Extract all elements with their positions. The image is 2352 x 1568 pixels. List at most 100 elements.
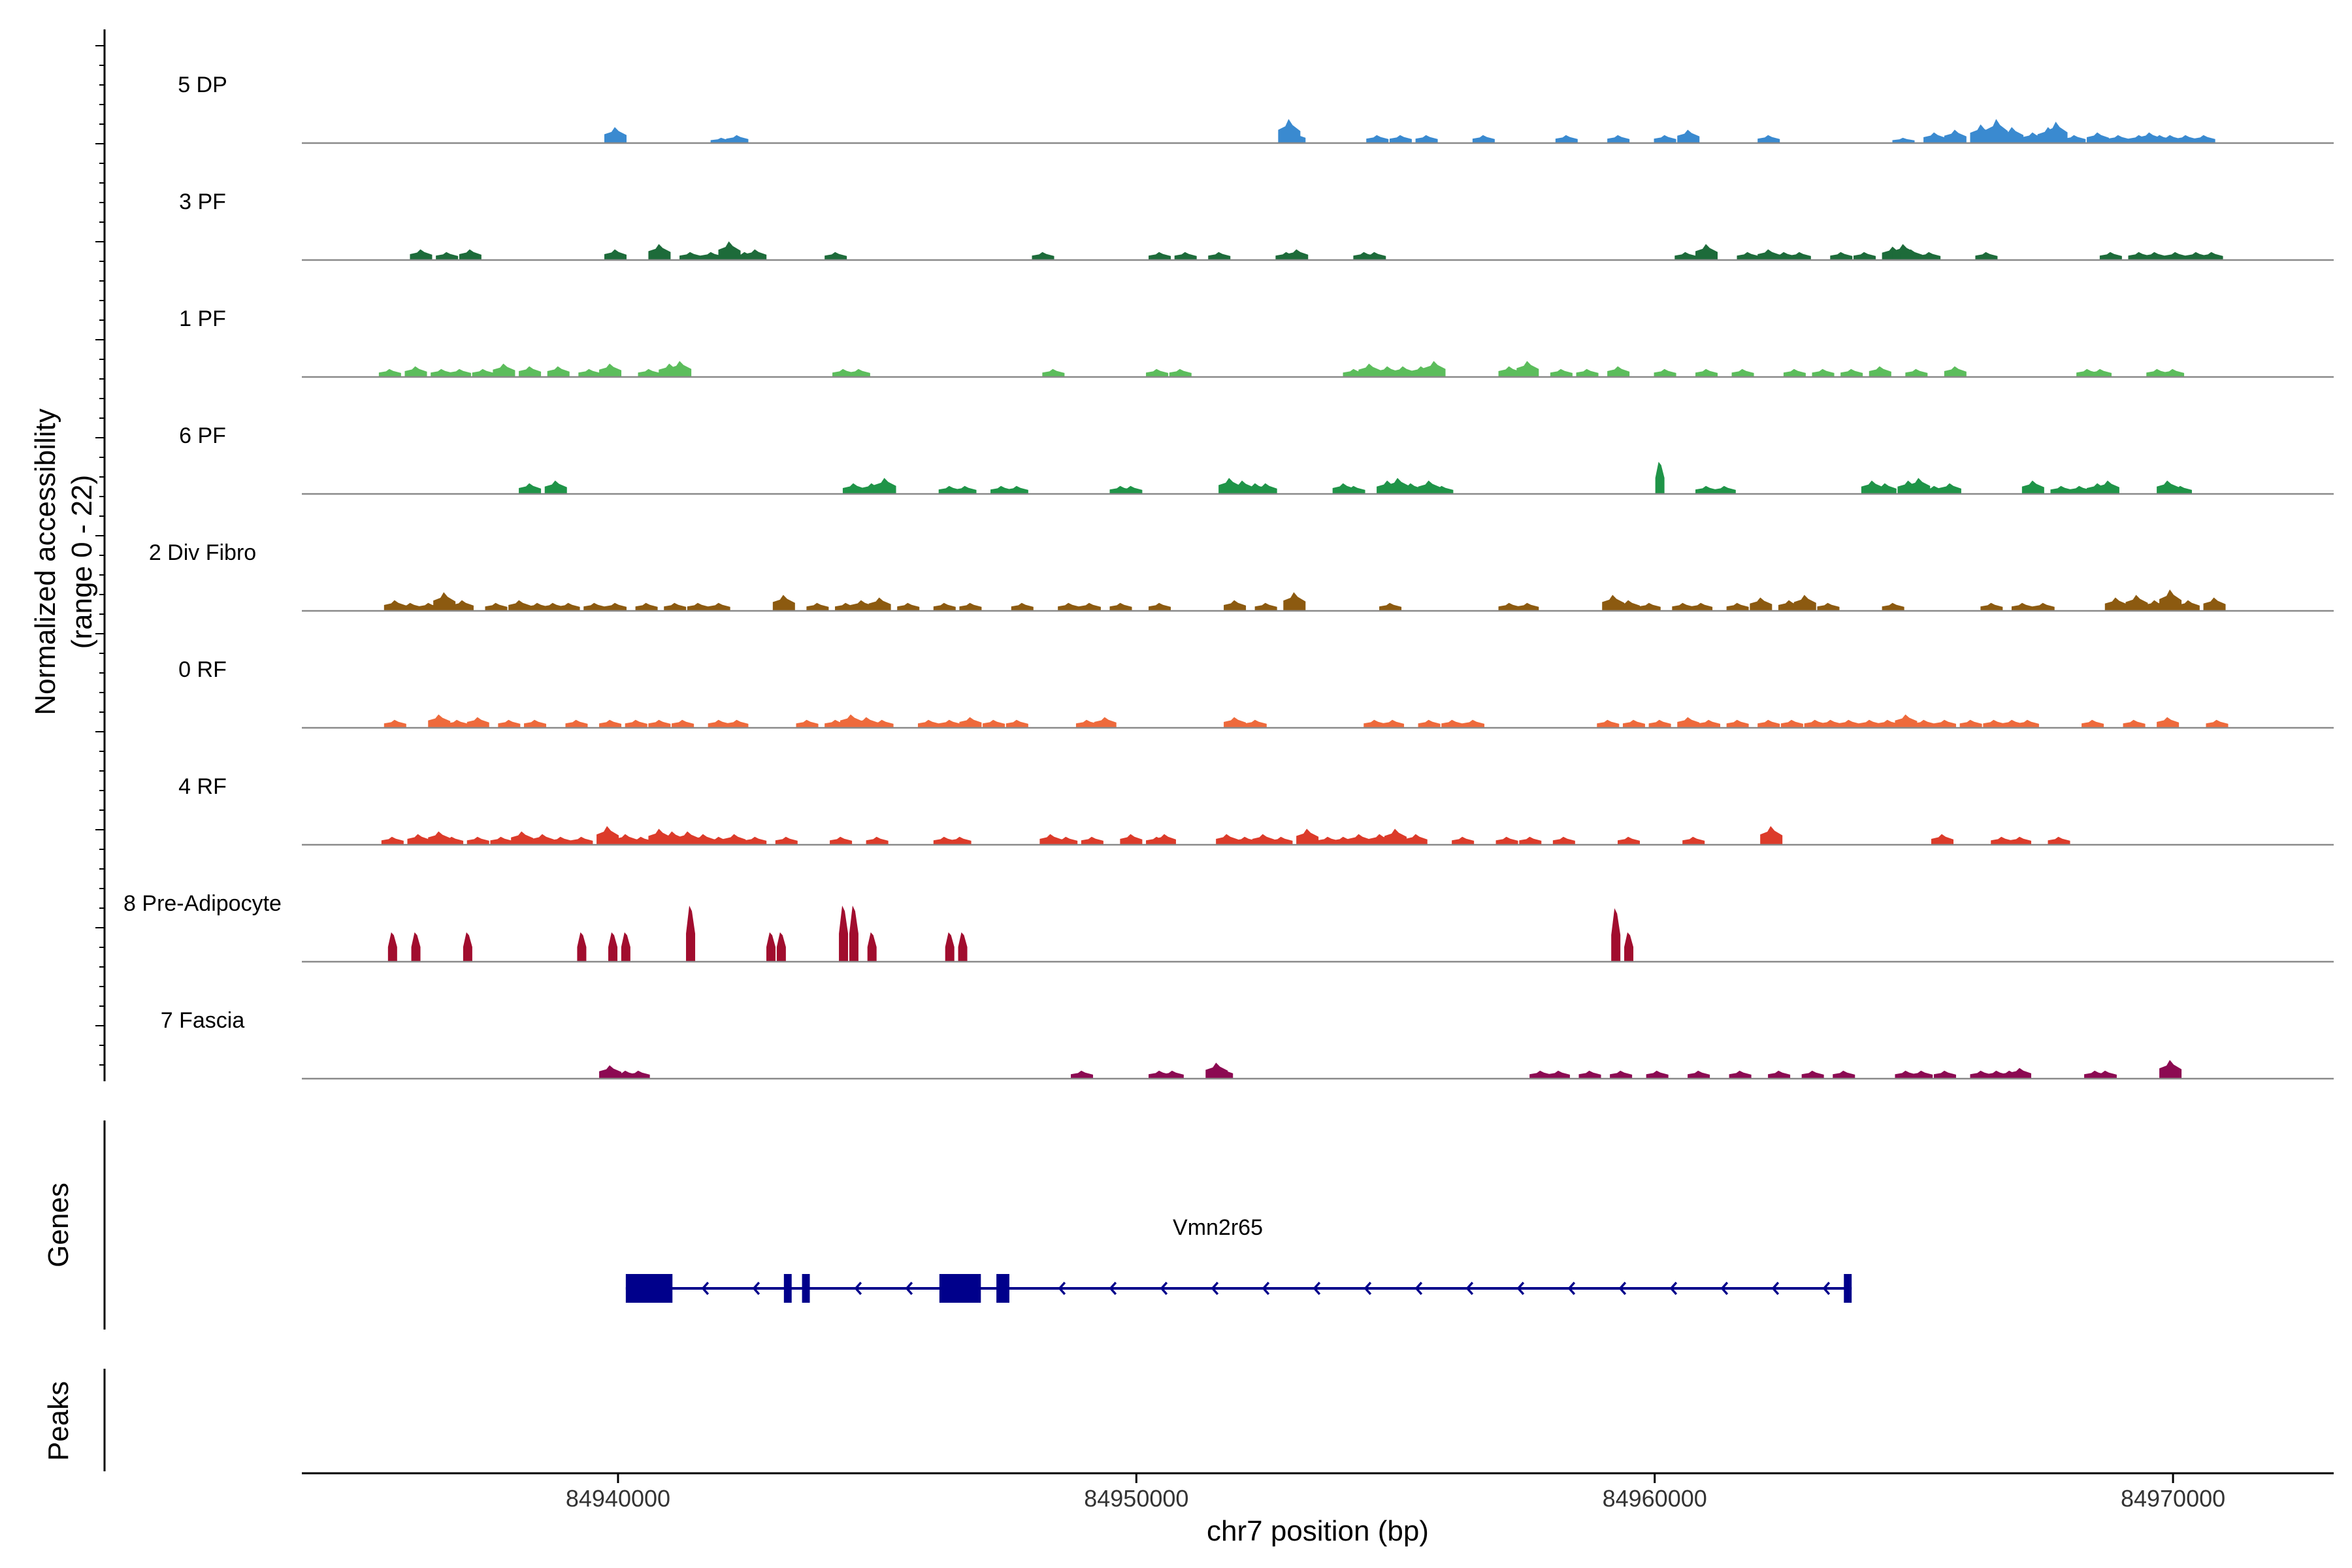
coverage-peak bbox=[596, 826, 619, 845]
coverage-peak bbox=[635, 602, 658, 611]
coverage-peak bbox=[2032, 602, 2055, 611]
strand-arrow bbox=[1414, 1281, 1423, 1296]
gene-exon bbox=[625, 1274, 673, 1303]
coverage-peak bbox=[933, 602, 956, 611]
track-1-pf: 1 PF bbox=[179, 306, 2334, 378]
genes-panel-title: Genes bbox=[42, 1183, 74, 1267]
coverage-peak bbox=[1286, 249, 1309, 260]
strand-arrow bbox=[905, 1281, 913, 1296]
coverage-peak bbox=[431, 368, 453, 377]
coverage-peak bbox=[1731, 368, 1754, 377]
coverage-peak bbox=[2174, 135, 2197, 143]
coverage-peak bbox=[2050, 485, 2073, 494]
track-label: 6 PF bbox=[179, 423, 226, 448]
coverage-peak bbox=[949, 836, 972, 845]
gene-exon bbox=[1844, 1274, 1852, 1303]
coverage-peak bbox=[604, 127, 627, 143]
coverage-peak bbox=[2082, 719, 2104, 728]
coverage-peak bbox=[1913, 719, 1936, 728]
peaks-panel-title: Peaks bbox=[42, 1381, 74, 1461]
track-2-div-fibro: 2 Div Fibro bbox=[149, 540, 2334, 612]
coverage-peak bbox=[1611, 908, 1621, 962]
coverage-peak bbox=[2125, 595, 2148, 611]
coverage-peak bbox=[1646, 1070, 1669, 1079]
coverage-peak bbox=[897, 602, 920, 611]
coverage-peak bbox=[524, 719, 547, 728]
coverage-peak bbox=[669, 361, 692, 377]
coverage-peak bbox=[565, 719, 588, 728]
coverage-peak bbox=[1931, 834, 1954, 845]
coverage-peak bbox=[1622, 719, 1645, 728]
track-7-fascia: 7 Fascia bbox=[161, 1008, 2334, 1080]
y-axis-title-line1: Normalized accessibility bbox=[29, 408, 61, 715]
coverage-peak bbox=[726, 135, 749, 143]
coverage-peak bbox=[1389, 135, 1412, 143]
coverage-peak bbox=[839, 906, 849, 962]
coverage-peak bbox=[1516, 602, 1539, 611]
coverage-peak bbox=[1688, 1070, 1710, 1079]
coverage-peak bbox=[1519, 836, 1542, 845]
coverage-peak bbox=[472, 368, 495, 377]
coverage-peak bbox=[1876, 719, 1899, 728]
coverage-peak bbox=[446, 719, 469, 728]
coverage-peak bbox=[1441, 719, 1464, 728]
coverage-peak bbox=[411, 932, 421, 962]
coverage-peak bbox=[1654, 135, 1676, 143]
gene-exon bbox=[783, 1274, 792, 1303]
track-label: 8 Pre-Adipocyte bbox=[123, 891, 282, 916]
coverage-peak bbox=[1610, 1070, 1633, 1079]
coverage-peak bbox=[544, 480, 567, 494]
coverage-peak bbox=[463, 932, 472, 962]
coverage-peak bbox=[433, 592, 456, 611]
coverage-peak bbox=[1075, 719, 1098, 728]
coverage-peak bbox=[945, 932, 955, 962]
strand-arrow bbox=[701, 1281, 710, 1296]
coverage-peak bbox=[1071, 1070, 1094, 1079]
coverage-peak bbox=[1788, 252, 1811, 260]
coverage-peak bbox=[404, 366, 427, 377]
coverage-peak bbox=[1081, 836, 1103, 845]
coverage-peak bbox=[1695, 244, 1718, 260]
y-axis-title: Normalized accessibility (range 0 - 22) bbox=[29, 408, 98, 715]
coverage-peak bbox=[959, 602, 982, 611]
strand-arrow bbox=[1567, 1281, 1576, 1296]
coverage-peak bbox=[1244, 719, 1267, 728]
coverage-peak bbox=[1472, 135, 1495, 143]
x-tick-label: 84970000 bbox=[2121, 1485, 2225, 1512]
coverage-peak bbox=[630, 836, 653, 845]
coverage-peak bbox=[508, 600, 531, 611]
track-6-pf: 6 PF bbox=[179, 423, 2334, 495]
coverage-peak bbox=[1991, 836, 2014, 845]
coverage-peak bbox=[1892, 137, 1915, 143]
coverage-peak bbox=[1382, 719, 1405, 728]
strand-arrow bbox=[1465, 1281, 1474, 1296]
coverage-peak bbox=[621, 932, 630, 962]
coverage-peak bbox=[2011, 602, 2034, 611]
coverage-peak bbox=[2177, 600, 2200, 611]
coverage-peak bbox=[638, 368, 661, 377]
coverage-peak bbox=[448, 368, 471, 377]
coverage-peak bbox=[1146, 368, 1169, 377]
coverage-peak bbox=[1364, 252, 1386, 260]
coverage-peak bbox=[570, 836, 593, 845]
coverage-peak bbox=[847, 368, 870, 377]
coverage-peak bbox=[1654, 368, 1676, 377]
coverage-peak bbox=[679, 252, 702, 260]
coverage-peak bbox=[2009, 1068, 2032, 1079]
coverage-peak bbox=[1358, 363, 1381, 377]
coverage-peak bbox=[604, 249, 627, 260]
coverage-peak bbox=[1174, 252, 1197, 260]
coverage-peak bbox=[1578, 1070, 1601, 1079]
gene-exon bbox=[996, 1274, 1009, 1303]
coverage-peak bbox=[1120, 485, 1143, 494]
coverage-peak bbox=[1840, 368, 1863, 377]
strand-arrow bbox=[1364, 1281, 1372, 1296]
track-label: 7 Fascia bbox=[161, 1008, 245, 1033]
strand-arrow bbox=[1669, 1281, 1678, 1296]
gene-vmn2r65: Vmn2r65 bbox=[625, 1215, 1852, 1303]
coverage-peak bbox=[766, 932, 776, 962]
coverage-peak bbox=[842, 483, 865, 494]
x-tick-label: 84960000 bbox=[1603, 1485, 1707, 1512]
coverage-peak bbox=[1208, 252, 1231, 260]
coverage-peak bbox=[866, 836, 889, 845]
